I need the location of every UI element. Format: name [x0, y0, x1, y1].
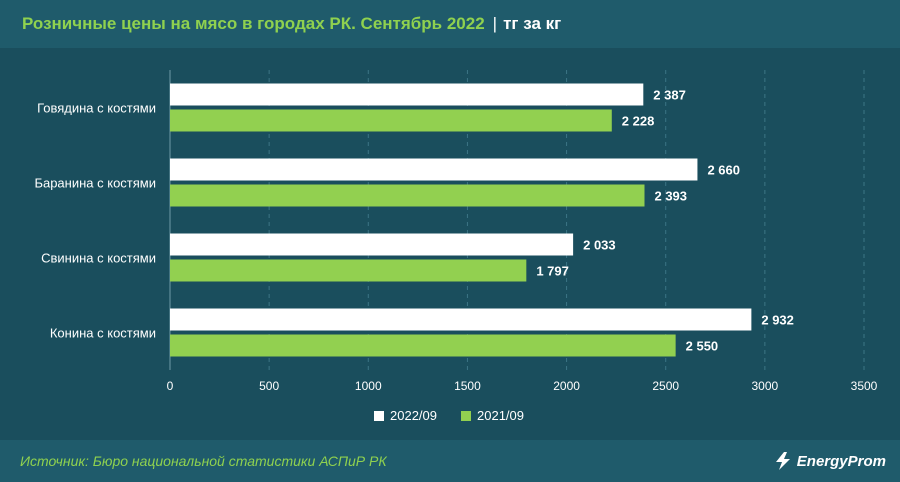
- brand-name: EnergyProm: [796, 452, 886, 470]
- bar-2021: [170, 334, 676, 357]
- bar-2022: [170, 308, 752, 331]
- bar-2022: [170, 158, 698, 181]
- x-tick-label: 1500: [454, 379, 481, 393]
- legend-swatch: [461, 411, 471, 421]
- chart-unit: тг за кг: [503, 14, 562, 33]
- bar-2021: [170, 184, 645, 207]
- data-label: 2 033: [583, 238, 616, 253]
- bar-2021: [170, 259, 527, 282]
- x-tick-label: 2500: [652, 379, 679, 393]
- footer: Источник: Бюро национальной статистики А…: [0, 440, 900, 482]
- x-tick-label: 3500: [851, 379, 878, 393]
- category-label: Баранина с костями: [34, 176, 156, 191]
- chart-header: Розничные цены на мясо в городах РК. Сен…: [0, 0, 900, 48]
- lightning-icon: [775, 452, 790, 470]
- title-separator: |: [492, 14, 498, 33]
- category-label: Говядина с костями: [37, 101, 156, 116]
- legend-swatch: [374, 411, 384, 421]
- x-tick-label: 500: [259, 379, 279, 393]
- bar-2022: [170, 233, 574, 256]
- legend-label: 2022/09: [390, 408, 437, 423]
- category-label: Свинина с костями: [41, 251, 156, 266]
- data-label: 2 932: [761, 313, 794, 328]
- chart-title: Розничные цены на мясо в городах РК. Сен…: [22, 14, 485, 33]
- x-tick-label: 0: [167, 379, 174, 393]
- x-tick-label: 1000: [355, 379, 382, 393]
- data-label: 2 387: [653, 88, 686, 103]
- legend-label: 2021/09: [477, 408, 524, 423]
- data-label: 1 797: [536, 264, 569, 279]
- data-label: 2 550: [686, 339, 719, 354]
- bar-2021: [170, 109, 612, 132]
- bar-2022: [170, 83, 644, 106]
- bar-chart: 0 500 1000 1500 2000 2500 3000 3500 2 387 2 228 Го…: [34, 70, 878, 423]
- x-tick-label: 2000: [553, 379, 580, 393]
- brand-logo: EnergyProm: [773, 452, 886, 470]
- x-tick-label: 3000: [752, 379, 779, 393]
- source-note: Источник: Бюро национальной статистики А…: [20, 453, 387, 469]
- category-label: Конина с костями: [50, 326, 156, 341]
- chart-panel: 0 500 1000 1500 2000 2500 3000 3500 2 387 2 228 Го…: [0, 48, 900, 440]
- data-label: 2 660: [707, 163, 740, 178]
- data-label: 2 228: [622, 114, 655, 129]
- data-label: 2 393: [654, 189, 687, 204]
